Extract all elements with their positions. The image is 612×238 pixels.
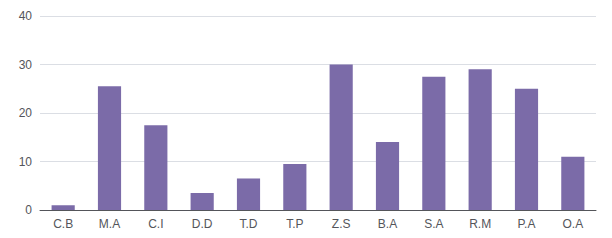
svg-text:D.D: D.D [192,217,213,231]
svg-text:40: 40 [19,9,33,23]
svg-text:P.A: P.A [518,217,536,231]
svg-text:R.M: R.M [469,217,491,231]
svg-text:S.A: S.A [424,217,443,231]
svg-text:M.A: M.A [99,217,120,231]
svg-text:Z.S: Z.S [332,217,351,231]
svg-text:B.A: B.A [378,217,397,231]
svg-text:C.I: C.I [148,217,163,231]
svg-text:C.B: C.B [53,217,73,231]
svg-text:0: 0 [25,203,32,217]
svg-text:T.P: T.P [286,217,303,231]
svg-text:T.D: T.D [240,217,258,231]
svg-text:10: 10 [19,155,33,169]
svg-text:30: 30 [19,58,33,72]
svg-text:20: 20 [19,106,33,120]
svg-text:O.A: O.A [562,217,583,231]
